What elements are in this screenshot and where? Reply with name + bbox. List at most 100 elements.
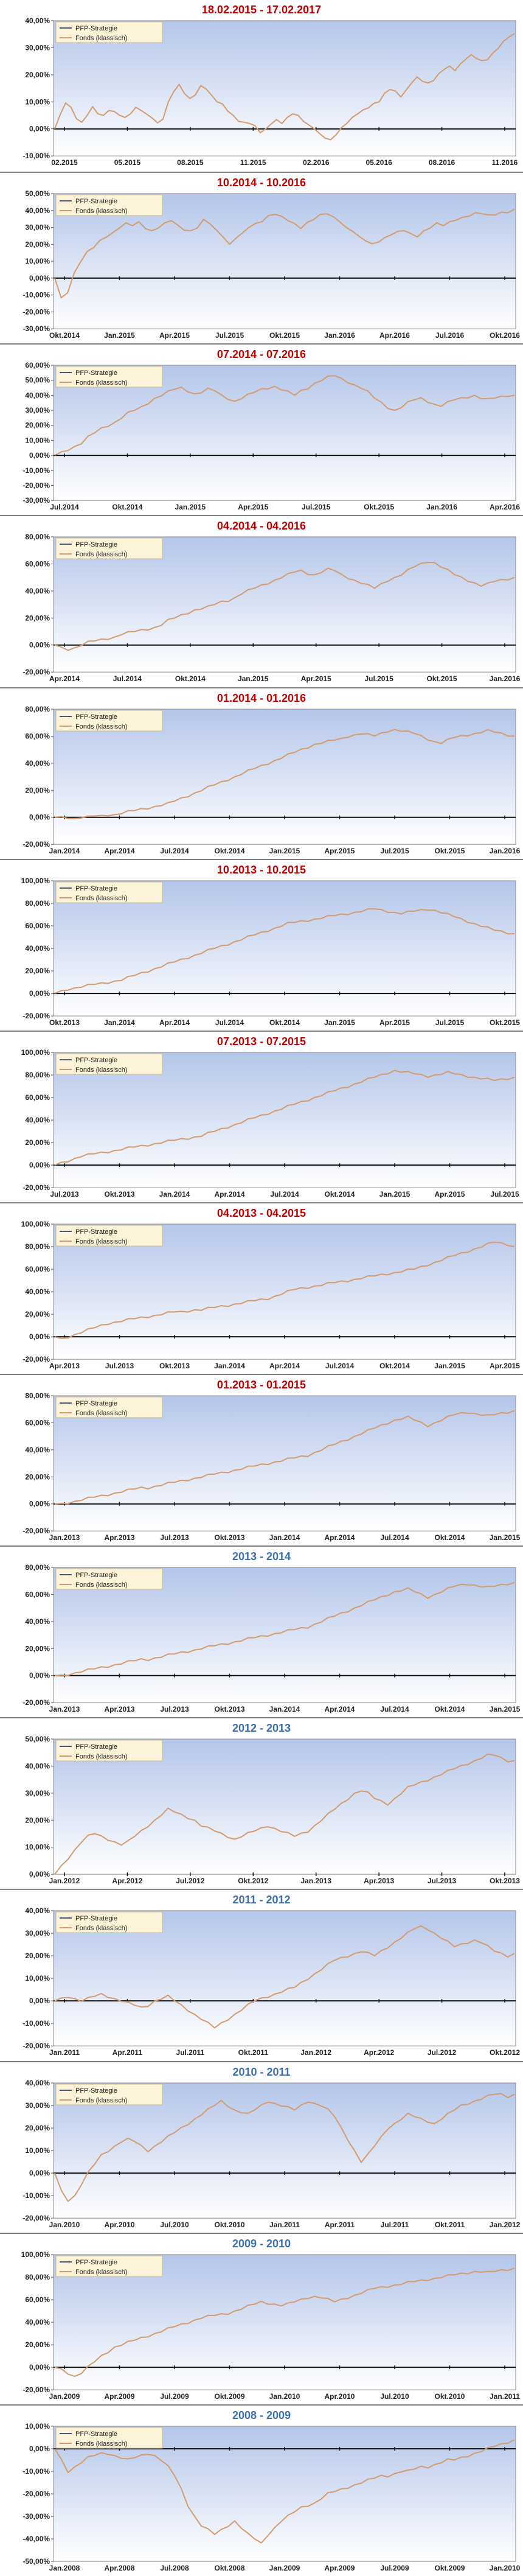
line-chart: 60,00% 50,00% 40,00% 30,00% 20,00% 10,00% 0,00… [23, 362, 520, 511]
x-tick-label: Jan.2012 [490, 2221, 521, 2229]
y-tick-label: 80,00% [25, 2273, 50, 2281]
series-line-fonds [54, 908, 515, 994]
x-tick-label: Okt.2013 [215, 1705, 245, 1713]
x-tick-label: Jan.2014 [49, 847, 80, 855]
y-tick-label: 10,00% [25, 97, 50, 106]
y-tick-label: 20,00% [25, 1472, 50, 1481]
chart-panel: 01.2013 - 01.2015 80,00% 60,00% 40,00% 20,00… [0, 1374, 523, 1546]
y-tick-label: 50,00% [25, 190, 50, 198]
y-tick-label: 20,00% [25, 240, 50, 248]
line-chart: 100,00% 80,00% 60,00% 40,00% 20,00% 0,00% -20,… [21, 2251, 521, 2401]
chart-title: 04.2014 - 04.2016 [216, 520, 307, 533]
x-tick-label: 08.2016 [429, 158, 455, 167]
y-tick-label: -20,00% [23, 1527, 50, 1535]
x-tick-label: Okt.2012 [490, 2049, 520, 2057]
chart-panel: 01.2014 - 01.2016 80,00% 60,00% 40,00% 20,00… [0, 687, 523, 859]
y-tick-label: 0,00% [29, 2445, 50, 2453]
x-tick-label: Apr.2014 [269, 1362, 300, 1370]
series-line-fonds [54, 2267, 515, 2377]
x-tick-label: Jul.2012 [176, 1877, 205, 1885]
chart-title: 10.2014 - 10.2016 [216, 177, 307, 189]
x-tick-label: Okt.2016 [490, 331, 520, 340]
x-tick-label: Jul.2014 [50, 503, 79, 511]
x-tick-label: Jan.2015 [490, 1533, 521, 1542]
y-tick-label: 40,00% [25, 944, 50, 953]
x-tick-label: Jul.2015 [364, 675, 393, 684]
x-tick-label: Apr.2015 [379, 1018, 410, 1027]
x-tick-label: Apr.2013 [105, 1705, 135, 1713]
legend-label-fund: Fonds (klassisch) [75, 2440, 127, 2448]
y-tick-label: 40,00% [25, 1446, 50, 1454]
chart-title: 2010 - 2011 [232, 2065, 291, 2078]
legend: PFP-Strategie Fonds (klassisch) [55, 1396, 163, 1418]
x-tick-label: Apr.2010 [105, 2221, 135, 2229]
chart-title: 2013 - 2014 [232, 1550, 291, 1563]
series-line-fonds [54, 562, 515, 651]
x-tick-label: Jul.2009 [160, 2392, 189, 2401]
series-line-fonds [54, 1925, 515, 2029]
y-tick-label: -20,00% [23, 668, 50, 677]
line-chart: 100,00% 80,00% 60,00% 40,00% 20,00% 0,00% -20,… [21, 877, 521, 1027]
y-tick-label: 60,00% [25, 922, 50, 930]
legend-label-strategy: PFP-Strategie [75, 2259, 117, 2266]
chart-title: 07.2013 - 07.2015 [216, 1035, 307, 1048]
x-tick-label: Jul.2014 [325, 1362, 355, 1370]
x-tick-label: 02.2015 [51, 158, 78, 167]
y-tick-label: 20,00% [25, 2124, 50, 2132]
y-tick-label: -50,00% [23, 2557, 50, 2566]
plot-area [53, 709, 516, 845]
chart-title: 04.2013 - 04.2015 [216, 1206, 307, 1219]
y-tick-label: 10,00% [25, 1843, 50, 1852]
x-tick-label: Jul.2011 [176, 2049, 205, 2057]
x-tick-label: Jan.2011 [269, 2221, 300, 2229]
chart-title: 01.2013 - 01.2015 [216, 1379, 307, 1391]
x-tick-label: Jan.2016 [490, 675, 521, 684]
y-tick-label: 0,00% [29, 2169, 50, 2177]
y-tick-label: 20,00% [25, 1644, 50, 1653]
plot-area [53, 20, 516, 156]
x-tick-label: Apr.2014 [159, 1018, 190, 1027]
x-tick-label: Jul.2012 [428, 2049, 457, 2057]
y-tick-label: 80,00% [25, 705, 50, 713]
y-tick-label: 80,00% [25, 533, 50, 541]
legend-label-fund: Fonds (klassisch) [75, 551, 127, 558]
legend-label-fund: Fonds (klassisch) [75, 723, 127, 730]
y-tick-label: 30,00% [25, 223, 50, 232]
y-tick-label: 30,00% [25, 406, 50, 415]
y-tick-label: -30,00% [23, 2512, 50, 2521]
plot-area [53, 365, 516, 501]
y-tick-label: 40,00% [25, 587, 50, 595]
y-tick-label: -10,00% [23, 2467, 50, 2476]
x-tick-label: Jan.2010 [490, 2564, 521, 2572]
line-chart: 80,00%60,00%40,00%20,00%0,00%-20,00%Apr.… [23, 533, 521, 684]
plot-area [53, 536, 516, 673]
chart-panel: 2013 - 2014 80,00% 60,00% 40,00% 20,00% 0,00%… [0, 1545, 523, 1718]
series-line-fonds [54, 1581, 515, 1676]
x-tick-label: Jul.2013 [160, 1705, 189, 1713]
legend-label-fund: Fonds (klassisch) [75, 2097, 127, 2104]
x-tick-label: Apr.2014 [325, 1705, 355, 1713]
line-chart: 10,00% 0,00% -10,00% -20,00% -30,00% -40,00% -… [23, 2423, 521, 2572]
y-tick-label: -30,00% [23, 324, 50, 333]
y-tick-label: -20,00% [23, 840, 50, 849]
x-tick-label: Jan.2015 [490, 1705, 521, 1713]
x-tick-label: Apr.2014 [325, 1533, 355, 1542]
x-tick-label: Jul.2014 [113, 675, 142, 684]
y-tick-label: 0,00% [29, 1332, 50, 1341]
y-tick-label: 0,00% [29, 989, 50, 998]
series-line-fonds [54, 375, 515, 457]
plot-area [53, 193, 516, 329]
series-line-fonds [54, 1069, 515, 1166]
plot-area [53, 1910, 516, 2047]
x-tick-label: Okt.2009 [435, 2564, 465, 2572]
x-tick-label: Okt.2008 [215, 2564, 245, 2572]
x-tick-label: Jan.2010 [269, 2392, 300, 2401]
x-tick-label: Okt.2010 [435, 2392, 465, 2401]
line-chart: 80,00%60,00%40,00%20,00%0,00%-20,00%Jan.… [23, 1564, 521, 1713]
series-line-fonds [54, 728, 515, 819]
legend-label-strategy: PFP-Strategie [75, 1743, 117, 1751]
y-tick-label: 20,00% [25, 786, 50, 794]
y-tick-label: -20,00% [23, 2214, 50, 2222]
y-tick-label: 80,00% [25, 1564, 50, 1572]
y-tick-label: 20,00% [25, 614, 50, 623]
